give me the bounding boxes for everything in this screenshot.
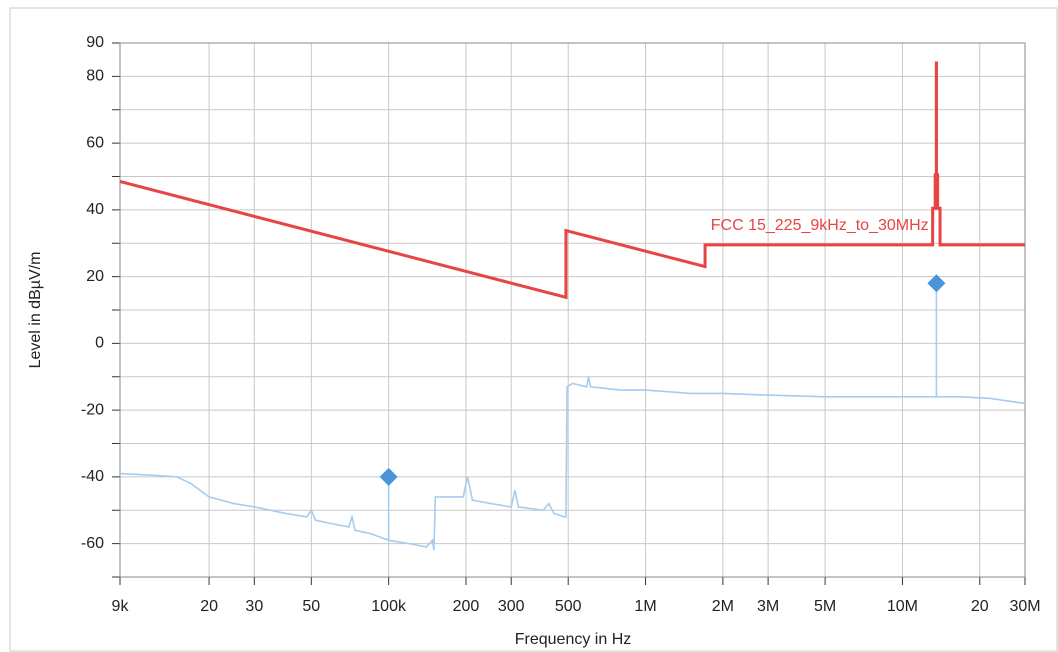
y-tick-label: 20 [86, 268, 104, 285]
marker [379, 467, 398, 486]
trace-line [119, 376, 1026, 551]
x-tick-label: 1M [634, 598, 656, 615]
limit-line [119, 61, 1025, 300]
x-tick-label: 200 [453, 598, 480, 615]
x-tick-label: 50 [302, 598, 320, 615]
x-tick-label: 20 [200, 598, 218, 615]
x-axis-label: Frequency in Hz [515, 631, 632, 648]
x-tick-label: 100k [371, 598, 407, 615]
x-tick-label: 5M [814, 598, 836, 615]
x-tick-label: 2M [712, 598, 734, 615]
y-axis-label: Level in dBµV/m [27, 252, 44, 369]
y-tick-label: 80 [86, 68, 104, 85]
y-tick-label: -20 [81, 401, 104, 418]
x-tick-label: 10M [887, 598, 918, 615]
x-tick-label: 9k [112, 598, 130, 615]
x-tick-label: 30M [1009, 598, 1040, 615]
plot-frame [119, 42, 1026, 578]
y-tick-label: -40 [81, 468, 104, 485]
y-tick-label: 40 [86, 201, 104, 218]
y-tick-label: -60 [81, 535, 104, 552]
x-tick-label: 3M [757, 598, 779, 615]
x-tick-label: 300 [498, 598, 525, 615]
panel-border [9, 7, 1058, 652]
y-tick-label: 60 [86, 134, 104, 151]
y-tick-label: 90 [86, 34, 104, 51]
x-tick-label: 30 [245, 598, 263, 615]
limit-annotation: FCC 15_225_9kHz_to_30MHz [711, 217, 929, 234]
x-tick-label: 500 [555, 598, 582, 615]
x-tick-label: 20 [971, 598, 989, 615]
marker [927, 274, 946, 293]
y-tick-label: 0 [95, 335, 104, 352]
